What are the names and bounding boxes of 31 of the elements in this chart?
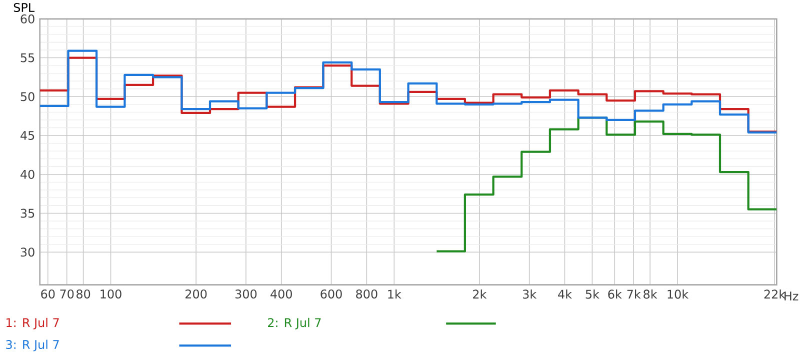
x-tick-label: 60	[41, 289, 55, 298]
text: 2: R Jul 7	[268, 318, 321, 330]
x-tick-label: 3k	[522, 289, 537, 298]
y-tick-label: 45	[20, 130, 34, 140]
x-tick-label: 800	[356, 289, 378, 298]
x-tick-label: 100	[100, 289, 122, 298]
text: 1: R Jul 7	[6, 318, 59, 330]
x-tick-label: 2k	[473, 289, 487, 298]
x-axis-title: Hz	[784, 291, 798, 300]
y-tick-label: 60	[20, 14, 34, 24]
text: 3: R Jul 7	[6, 340, 59, 352]
x-tick-label: 600	[320, 289, 342, 298]
y-tick-label: 55	[20, 53, 34, 62]
x-tick-label: 6k	[608, 289, 622, 298]
x-tick-label: 22k	[764, 289, 786, 298]
x-tick-label: 7k	[627, 289, 641, 298]
x-tick-label: 70	[60, 289, 74, 298]
y-axis-title: SPL	[14, 2, 34, 12]
y-tick-label: 30	[20, 247, 34, 256]
x-tick-label: 4k	[558, 289, 572, 298]
y-tick-label: 35	[20, 208, 34, 218]
x-tick-label: 400	[270, 289, 292, 298]
y-tick-label: 40	[20, 170, 34, 179]
y-tick-label: 50	[20, 92, 34, 101]
x-tick-label: 80	[76, 289, 90, 298]
x-tick-label: 1k	[388, 289, 402, 298]
x-tick-label: 8k	[644, 289, 658, 298]
x-tick-label: 5k	[586, 289, 600, 298]
x-tick-label: 10k	[668, 289, 689, 298]
x-tick-label: 200	[186, 289, 207, 298]
x-tick-label: 300	[235, 289, 257, 298]
